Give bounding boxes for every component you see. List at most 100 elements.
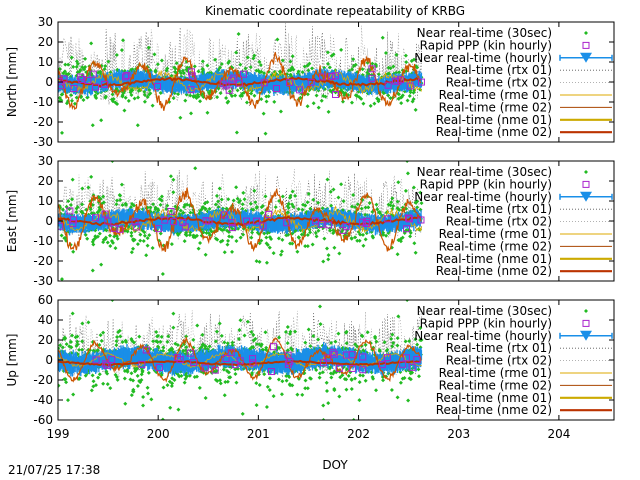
point-nrt30 <box>178 70 183 75</box>
point-nrt30 <box>404 60 409 65</box>
point-nrt30 <box>320 206 325 211</box>
point-nrt30 <box>287 331 292 336</box>
point-nrt30 <box>196 246 201 251</box>
point-nrt30 <box>114 339 119 344</box>
point-nrt30 <box>394 52 399 57</box>
point-nrt30 <box>388 96 393 101</box>
legend-label: Real-time (rtx 01) <box>446 202 552 216</box>
point-nrt30 <box>310 242 315 247</box>
point-nrt30 <box>240 91 245 96</box>
point-nrt30 <box>398 95 403 100</box>
point-nrt30 <box>263 194 268 199</box>
point-rapid-ppp <box>169 218 177 226</box>
point-nrt30 <box>325 177 330 182</box>
point-nrt30 <box>222 250 227 255</box>
point-nrt30 <box>217 321 222 326</box>
point-nrt30 <box>254 381 259 386</box>
point-nrt30 <box>320 370 325 375</box>
point-nrt30 <box>296 207 301 212</box>
legend-label: Near real-time (hourly) <box>414 190 552 204</box>
point-nrt30 <box>108 70 113 75</box>
point-nrt30 <box>360 67 365 72</box>
point-nrt30 <box>288 383 293 388</box>
point-nrt30 <box>99 338 104 343</box>
legend-label: Real-time (rtx 02) <box>446 215 552 229</box>
point-nrt30 <box>389 336 394 341</box>
point-nrt30 <box>60 92 65 97</box>
point-nrt30 <box>291 204 296 209</box>
point-nrt30 <box>158 231 163 236</box>
point-nrt30 <box>284 378 289 383</box>
point-nrt30 <box>389 200 394 205</box>
legend-label: Near real-time (30sec) <box>417 26 552 40</box>
point-rapid-ppp <box>328 72 336 80</box>
point-nrt30 <box>331 371 336 376</box>
point-nrt30 <box>217 186 222 191</box>
point-nrt30 <box>64 101 69 106</box>
point-nrt30 <box>173 66 178 71</box>
point-nrt30 <box>198 240 203 245</box>
point-nrt30 <box>137 334 142 339</box>
point-nrt30 <box>58 383 61 388</box>
point-nrt30 <box>63 377 68 382</box>
point-nrt30 <box>227 234 232 239</box>
point-nrt30 <box>201 205 206 210</box>
point-nrt30 <box>331 228 336 233</box>
point-nrt30 <box>355 238 360 243</box>
point-rapid-ppp <box>133 223 141 231</box>
point-nrt30 <box>372 101 377 106</box>
point-rapid-ppp <box>319 73 327 81</box>
point-nrt30 <box>271 394 276 399</box>
point-nrt30 <box>193 166 198 171</box>
point-nrt30 <box>130 88 135 93</box>
point-nrt30 <box>306 327 311 332</box>
point-nrt30 <box>264 94 269 99</box>
point-nrt30 <box>138 380 143 385</box>
point-nrt30 <box>261 111 266 116</box>
point-nrt30 <box>129 250 134 255</box>
point-nrt30 <box>329 375 334 380</box>
point-nrt30 <box>234 185 239 190</box>
point-nrt30 <box>398 236 403 241</box>
point-nrt30 <box>165 383 170 388</box>
point-nrt30 <box>288 59 293 64</box>
point-nrt30 <box>169 209 174 214</box>
point-nrt30 <box>120 202 125 207</box>
point-nrt30 <box>386 93 391 98</box>
point-nrt30 <box>329 340 334 345</box>
point-nrt30 <box>69 55 74 60</box>
point-nrt30 <box>159 334 164 339</box>
point-nrt30 <box>64 342 69 347</box>
point-nrt30 <box>164 206 169 211</box>
point-nrt30 <box>141 394 146 399</box>
legend-label: Real-time (nme 01) <box>436 113 552 127</box>
point-nrt30 <box>74 210 79 215</box>
point-nrt30 <box>371 376 376 381</box>
point-nrt30 <box>244 100 249 105</box>
point-nrt30 <box>131 378 136 383</box>
point-nrt30 <box>357 380 362 385</box>
point-nrt30 <box>58 66 62 71</box>
point-nrt30 <box>263 131 268 136</box>
point-rapid-ppp <box>228 76 236 84</box>
point-nrt30 <box>321 93 326 98</box>
point-rapid-ppp <box>70 85 78 93</box>
point-nrt30 <box>395 199 400 204</box>
point-nrt30 <box>326 257 331 262</box>
point-nrt30 <box>171 177 176 182</box>
point-nrt30 <box>159 194 164 199</box>
point-nrt30 <box>80 347 85 352</box>
point-nrt30 <box>74 64 79 69</box>
y-axis-label-north: North [mm] <box>5 47 19 117</box>
point-nrt30 <box>363 205 368 210</box>
point-nrt30 <box>141 239 146 244</box>
point-nrt30 <box>248 65 253 70</box>
point-nrt30 <box>326 253 331 258</box>
point-nrt30 <box>148 91 153 96</box>
point-nrt30 <box>119 48 124 53</box>
point-nrt30 <box>82 67 87 72</box>
point-nrt30 <box>271 251 276 256</box>
point-nrt30 <box>408 377 413 382</box>
point-nrt30 <box>141 403 146 408</box>
point-nrt30 <box>353 342 358 347</box>
